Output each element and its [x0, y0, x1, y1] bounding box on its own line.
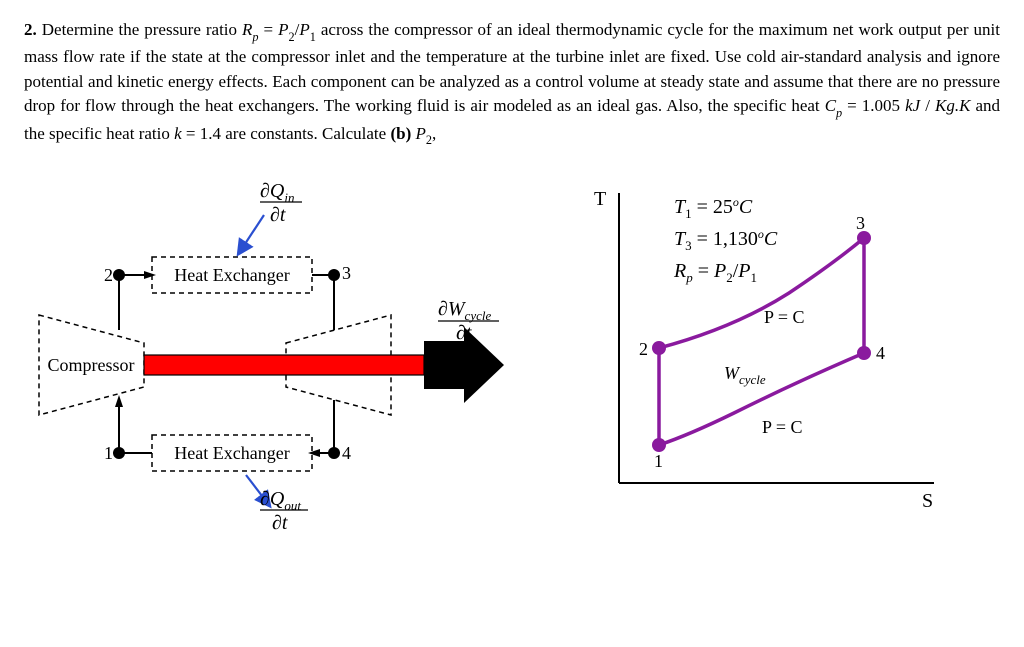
svg-text:∂t: ∂t: [272, 512, 288, 534]
ts-node-3: [857, 231, 871, 245]
qin-label: ∂Qin ∂t: [260, 180, 302, 226]
problem-number: 2.: [24, 20, 37, 39]
svg-text:∂t: ∂t: [456, 322, 472, 344]
svg-text:∂Wcycle: ∂Wcycle: [438, 298, 491, 323]
s-axis-label: S: [922, 490, 933, 512]
svg-text:T3 = 1,130oC: T3 = 1,130oC: [674, 227, 778, 253]
ts-node-1-label: 1: [654, 451, 663, 471]
t-axis-label: T: [594, 188, 606, 210]
ts-node-4: [857, 346, 871, 360]
wcycle-area-label: Wcycle: [724, 363, 766, 387]
problem-body: Determine the pressure ratio Rp = P2/P1 …: [24, 20, 1000, 143]
hex-top-label: Heat Exchanger: [174, 265, 289, 285]
wcycle-label: ∂Wcycle ∂t: [438, 298, 499, 344]
pc-lower: P = C: [762, 417, 803, 437]
qin-arrow: [239, 215, 264, 253]
hex-bot-label: Heat Exchanger: [174, 443, 289, 463]
problem-text: 2. Determine the pressure ratio Rp = P2/…: [24, 18, 1000, 149]
node-1-label: 1: [104, 443, 113, 463]
svg-text:∂Qout: ∂Qout: [260, 488, 301, 513]
svg-text:∂t: ∂t: [270, 204, 286, 226]
cycle-diagram: Compressor Turbine Heat Exchanger Heat E…: [24, 175, 524, 535]
node-3-label: 3: [342, 263, 351, 283]
node-2-label: 2: [104, 265, 113, 285]
node-1: [113, 447, 125, 459]
qout-label: ∂Qout ∂t: [260, 488, 308, 534]
ts-equations: T1 = 25oC T3 = 1,130oC Rp = P2/P1: [673, 195, 778, 285]
node-3: [328, 269, 340, 281]
ts-node-1: [652, 438, 666, 452]
node-4: [328, 447, 340, 459]
pc-upper: P = C: [764, 307, 805, 327]
node-2: [113, 269, 125, 281]
shaft: [144, 355, 424, 375]
compressor-label: Compressor: [48, 355, 135, 375]
figure-row: Compressor Turbine Heat Exchanger Heat E…: [24, 175, 1000, 535]
ts-node-2: [652, 341, 666, 355]
svg-text:T1 = 25oC: T1 = 25oC: [674, 195, 753, 221]
ts-chart: T S 1 2 3 4 P = C P: [564, 183, 944, 513]
ts-node-2-label: 2: [639, 339, 648, 359]
ts-node-3-label: 3: [856, 213, 865, 233]
svg-text:Rp = P2/P1: Rp = P2/P1: [673, 260, 757, 285]
node-4-label: 4: [342, 443, 351, 463]
ts-node-4-label: 4: [876, 343, 885, 363]
svg-text:∂Qin: ∂Qin: [260, 180, 294, 205]
